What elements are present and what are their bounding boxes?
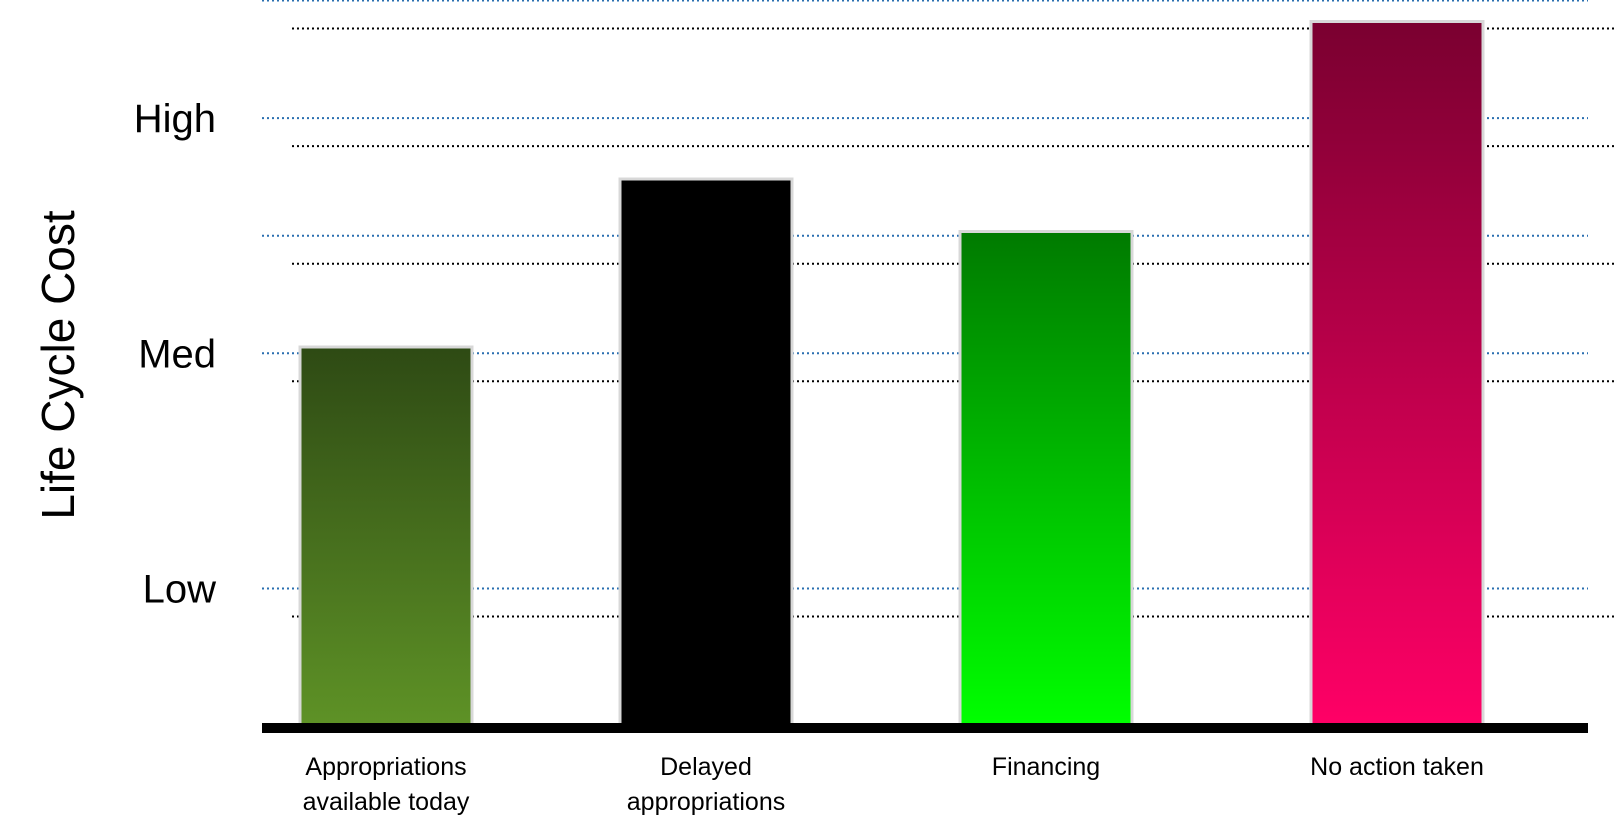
y-tick-label: Low: [143, 568, 216, 612]
y-tick-label: High: [134, 97, 216, 141]
bar: [958, 230, 1134, 727]
x-tick-labels: Appropriations available today Delayed appr…: [303, 753, 1484, 816]
x-tick-label: Delayed appropriations: [627, 753, 785, 816]
y-axis-label: Life Cycle Cost: [32, 210, 84, 520]
x-tick-label: Financing: [992, 753, 1100, 781]
x-tick-label: No action taken: [1310, 753, 1484, 781]
x-tick-label: Appropriations available today: [303, 753, 470, 816]
y-tick-labels: Low Med High: [134, 97, 216, 611]
bars: [298, 20, 1485, 727]
bar: [1309, 20, 1485, 727]
y-tick-label: Med: [138, 332, 216, 376]
bar: [298, 345, 474, 727]
bar: [618, 177, 794, 727]
